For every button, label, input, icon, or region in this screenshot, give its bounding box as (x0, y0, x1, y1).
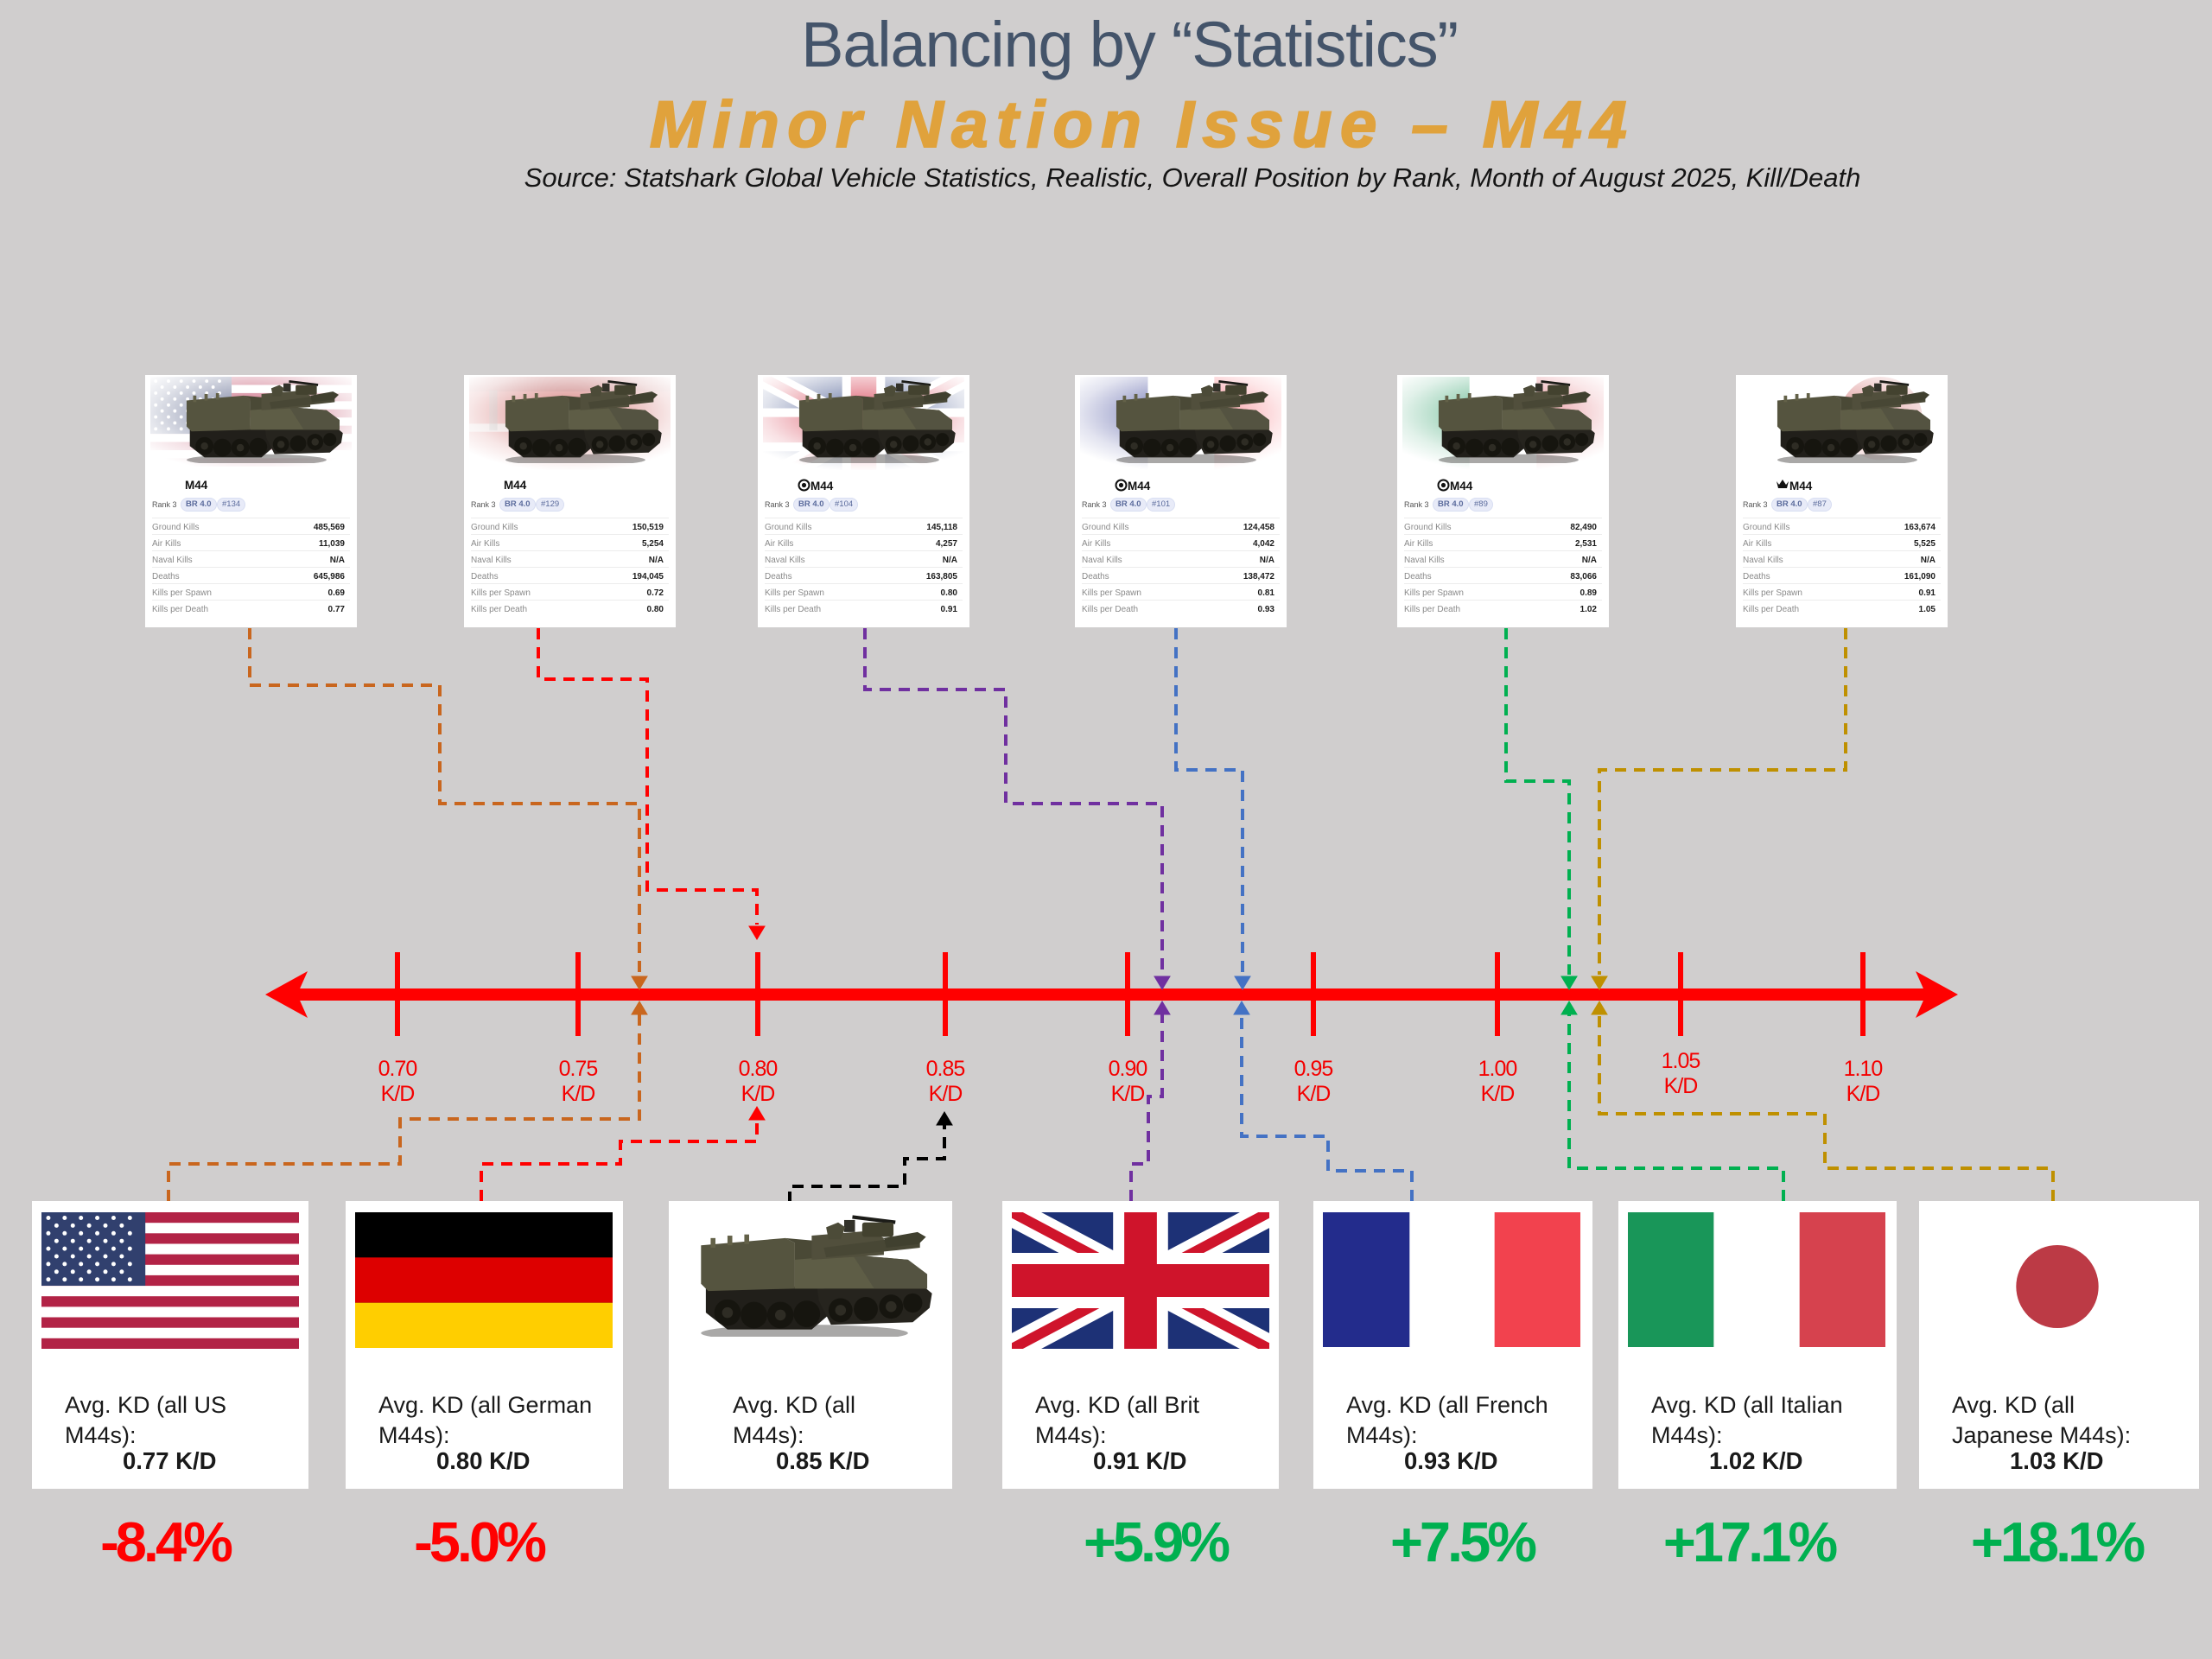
svg-text:0.95: 0.95 (1294, 1057, 1333, 1081)
svg-text:K/D: K/D (1664, 1074, 1698, 1098)
svg-text:K/D: K/D (929, 1082, 963, 1106)
svg-text:1.05: 1.05 (1662, 1049, 1700, 1073)
svg-text:0.75: 0.75 (559, 1057, 598, 1081)
svg-text:0.85: 0.85 (926, 1057, 965, 1081)
svg-text:K/D: K/D (741, 1082, 775, 1106)
svg-text:0.90: 0.90 (1109, 1057, 1147, 1081)
svg-text:K/D: K/D (562, 1082, 595, 1106)
svg-text:K/D: K/D (1847, 1082, 1880, 1106)
svg-text:0.70: 0.70 (378, 1057, 417, 1081)
svg-text:1.10: 1.10 (1844, 1057, 1883, 1081)
svg-text:K/D: K/D (381, 1082, 415, 1106)
svg-text:K/D: K/D (1111, 1082, 1145, 1106)
svg-text:K/D: K/D (1481, 1082, 1515, 1106)
svg-text:0.80: 0.80 (739, 1057, 778, 1081)
svg-text:K/D: K/D (1297, 1082, 1331, 1106)
svg-text:1.00: 1.00 (1478, 1057, 1517, 1081)
